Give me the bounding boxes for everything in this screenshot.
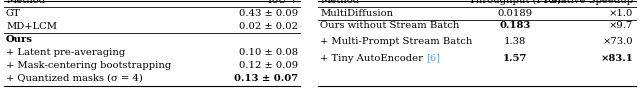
- Text: + Multi-Prompt Stream Batch: + Multi-Prompt Stream Batch: [320, 37, 472, 46]
- Text: Throughput (FPS): Throughput (FPS): [469, 0, 561, 5]
- Text: + Latent pre-averaging: + Latent pre-averaging: [6, 48, 125, 57]
- Text: MD+LCM: MD+LCM: [6, 22, 57, 31]
- Text: 0.13 ± 0.07: 0.13 ± 0.07: [234, 74, 298, 83]
- Text: 0.0189: 0.0189: [497, 9, 532, 18]
- Text: 0.43 ± 0.09: 0.43 ± 0.09: [239, 9, 298, 18]
- Text: ×9.7: ×9.7: [609, 21, 633, 30]
- Text: ×83.1: ×83.1: [600, 54, 633, 62]
- Text: MultiDiffusion: MultiDiffusion: [320, 9, 393, 18]
- Text: Ours without Stream Batch: Ours without Stream Batch: [320, 21, 460, 30]
- Text: ×1.0: ×1.0: [609, 9, 633, 18]
- Text: Method: Method: [6, 0, 45, 5]
- Text: 0.183: 0.183: [499, 21, 531, 30]
- Text: Method: Method: [320, 0, 359, 5]
- Text: + Mask-centering bootstrapping: + Mask-centering bootstrapping: [6, 61, 172, 70]
- Text: 1.57: 1.57: [503, 54, 527, 62]
- Text: IoU ↑: IoU ↑: [268, 0, 298, 5]
- Text: + Tiny AutoEncoder: + Tiny AutoEncoder: [320, 54, 426, 62]
- Text: [6]: [6]: [426, 54, 440, 62]
- Text: 0.10 ± 0.08: 0.10 ± 0.08: [239, 48, 298, 57]
- Text: ×73.0: ×73.0: [602, 37, 633, 46]
- Text: Relative Speedup: Relative Speedup: [544, 0, 633, 5]
- Text: 0.02 ± 0.02: 0.02 ± 0.02: [239, 22, 298, 31]
- Text: 1.38: 1.38: [504, 37, 526, 46]
- Text: GT: GT: [6, 9, 20, 18]
- Text: + Quantized masks (σ = 4): + Quantized masks (σ = 4): [6, 74, 143, 83]
- Text: 0.12 ± 0.09: 0.12 ± 0.09: [239, 61, 298, 70]
- Text: Ours: Ours: [6, 35, 33, 44]
